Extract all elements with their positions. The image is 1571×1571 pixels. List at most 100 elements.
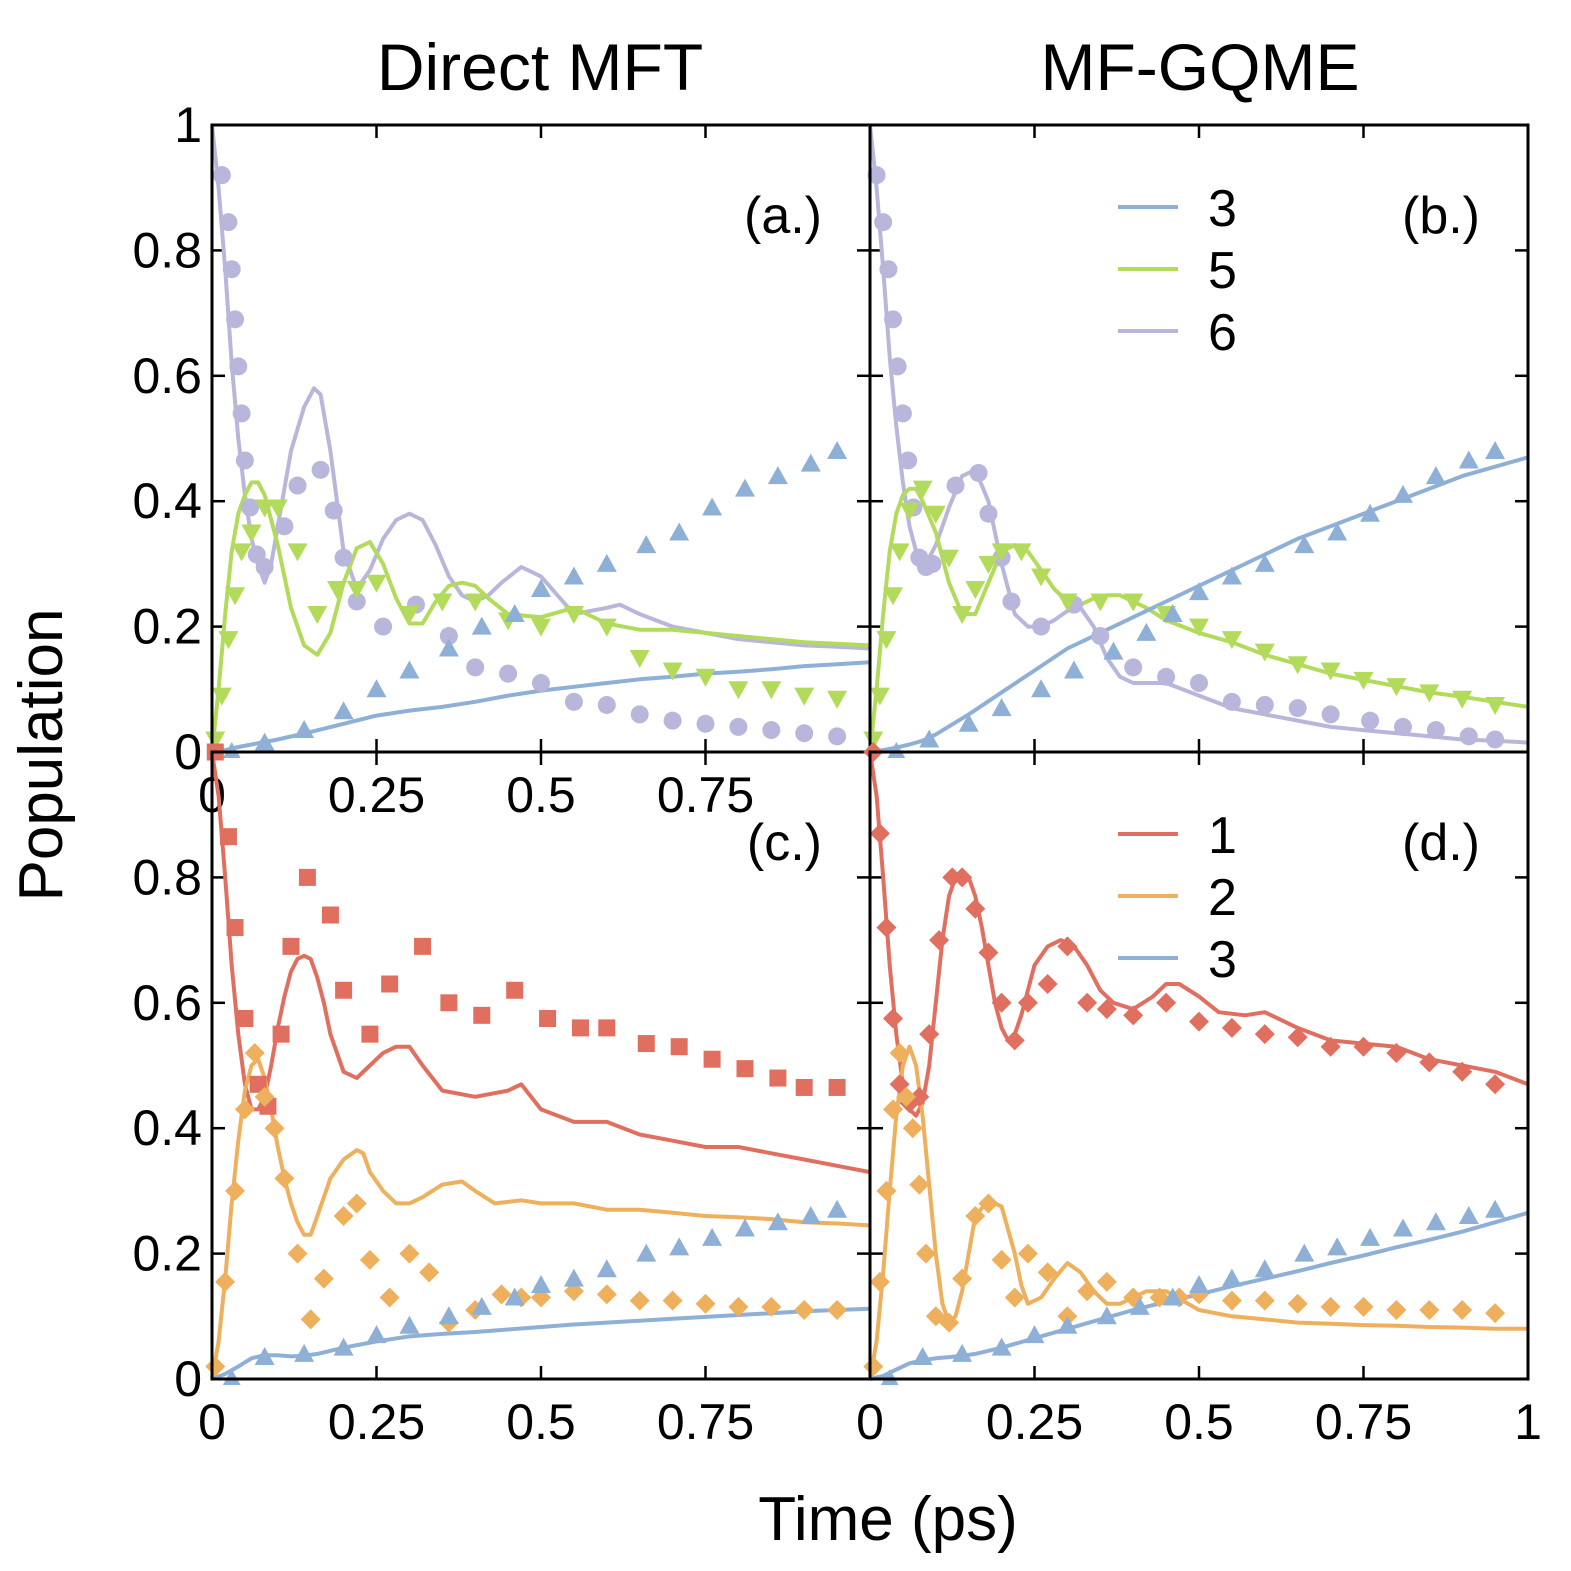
marker-circle-series-6: [874, 213, 893, 232]
marker-triangle-down-series-5: [899, 502, 920, 521]
marker-square-series-1: [598, 1019, 616, 1037]
y-tick-label: 0.8: [132, 222, 202, 278]
marker-circle-series-6: [275, 517, 294, 536]
marker-triangle-down-series-5: [695, 668, 716, 687]
marker-triangle-up-series-3: [1096, 1306, 1117, 1325]
marker-triangle-up-series-3: [563, 1268, 584, 1287]
marker-triangle-up-series-3: [1392, 484, 1413, 503]
marker-circle-series-6: [1157, 667, 1176, 686]
marker-triangle-up-series-3: [504, 604, 525, 623]
marker-circle-series-6: [232, 404, 251, 423]
marker-diamond-series-2: [1096, 1271, 1117, 1292]
marker-circle-series-6: [893, 404, 912, 423]
marker-triangle-up-series-3: [734, 478, 755, 497]
x-tick-label: 1: [1514, 1394, 1542, 1450]
legend-label-1: 1: [1208, 807, 1237, 865]
marker-circle-series-6: [212, 166, 231, 185]
y-tick-label: 0.6: [132, 348, 202, 404]
marker-diamond-series-2: [1017, 1243, 1038, 1264]
plot-area: [863, 124, 1529, 758]
marker-circle-series-6: [729, 717, 748, 736]
panel-label: (c.): [747, 814, 822, 872]
marker-triangle-up-series-3: [1103, 641, 1124, 660]
marker-diamond-series-2: [313, 1268, 334, 1289]
marker-triangle-down-series-5: [794, 687, 815, 706]
marker-triangle-up-series-3: [887, 742, 906, 758]
marker-diamond-series-2: [1452, 1300, 1473, 1321]
marker-diamond-series-2: [274, 1168, 295, 1189]
marker-triangle-up-series-3: [919, 729, 940, 748]
marker-triangle-down-series-5: [912, 480, 933, 499]
marker-diamond-series-1: [1386, 1042, 1407, 1063]
marker-diamond-series-2: [662, 1290, 683, 1311]
marker-diamond-series-2: [629, 1290, 650, 1311]
y-tick-label: 0: [174, 724, 202, 780]
marker-diamond-series-1: [1189, 1011, 1209, 1032]
x-tick-label: 0.75: [657, 767, 754, 823]
marker-circle-series-6: [946, 476, 965, 495]
panel-frame: [868, 750, 1530, 1381]
marker-circle-series-6: [1222, 692, 1241, 711]
marker-triangle-down-series-5: [1189, 618, 1209, 637]
marker-diamond-series-2: [1077, 1281, 1098, 1302]
marker-circle-series-6: [795, 724, 814, 743]
marker-diamond-series-1: [965, 898, 986, 919]
plot-area: [205, 743, 871, 1385]
marker-triangle-up-series-3: [1425, 1212, 1446, 1231]
y-tick-label: 1: [174, 97, 202, 153]
marker-circle-series-6: [1091, 627, 1110, 646]
marker-triangle-down-series-5: [432, 593, 453, 612]
marker-triangle-down-series-5: [563, 606, 584, 625]
marker-circle-series-6: [923, 554, 942, 573]
marker-diamond-series-1: [1077, 992, 1098, 1013]
marker-triangle-down-series-5: [399, 606, 420, 625]
marker-triangle-up-series-3: [504, 1287, 525, 1306]
marker-circle-series-6: [1321, 705, 1340, 724]
marker-diamond-series-2: [205, 1356, 226, 1377]
marker-triangle-up-series-3: [827, 441, 848, 460]
marker-triangle-up-series-3: [1294, 1243, 1315, 1262]
y-tick-label: 0.2: [132, 599, 202, 655]
marker-triangle-up-series-3: [1458, 450, 1479, 469]
x-tick-label: 0.25: [986, 1394, 1083, 1450]
marker-diamond-series-2: [1287, 1293, 1308, 1314]
panel-label: (a.): [744, 187, 822, 245]
marker-triangle-up-series-3: [827, 1199, 848, 1218]
y-tick-label: 0: [174, 1351, 202, 1407]
y-tick-label: 0.4: [132, 473, 202, 529]
marker-square-series-1: [249, 1075, 267, 1093]
marker-triangle-up-series-3: [1024, 1325, 1045, 1344]
marker-triangle-up-series-3: [1221, 1268, 1242, 1287]
marker-diamond-series-1: [952, 867, 973, 888]
marker-diamond-series-1: [1123, 1005, 1144, 1026]
legend-label-3: 3: [1208, 180, 1237, 238]
x-tick-label: 0.75: [657, 1394, 754, 1450]
marker-diamond-series-1: [1353, 1036, 1374, 1057]
marker-circle-series-6: [229, 357, 248, 376]
marker-diamond-series-1: [1320, 1036, 1341, 1057]
marker-diamond-series-1: [1287, 1027, 1308, 1048]
legend-label-3: 3: [1208, 931, 1237, 989]
marker-diamond-series-2: [863, 1356, 884, 1377]
marker-diamond-series-2: [333, 1205, 354, 1226]
marker-diamond-series-2: [287, 1243, 308, 1264]
marker-diamond-series-1: [883, 1008, 904, 1029]
marker-circle-series-6: [1124, 658, 1143, 677]
y-axis-label: Population: [7, 608, 76, 901]
marker-circle-series-6: [630, 705, 649, 724]
marker-triangle-up-series-3: [1485, 1199, 1506, 1218]
marker-diamond-series-2: [909, 1174, 930, 1195]
marker-diamond-series-1: [991, 992, 1012, 1013]
marker-triangle-up-series-3: [596, 1259, 617, 1278]
panel-label: (b.): [1402, 187, 1480, 245]
marker-square-series-1: [539, 1009, 557, 1027]
marker-square-series-1: [703, 1050, 721, 1068]
marker-triangle-up-series-3: [1031, 679, 1052, 698]
marker-triangle-up-series-3: [531, 1274, 551, 1293]
marker-triangle-up-series-3: [1360, 1227, 1381, 1246]
marker-triangle-down-series-5: [863, 731, 884, 750]
marker-triangle-down-series-5: [876, 631, 897, 650]
marker-triangle-up-series-3: [471, 1296, 492, 1315]
marker-triangle-down-series-5: [1320, 662, 1341, 681]
marker-circle-series-6: [241, 498, 260, 517]
